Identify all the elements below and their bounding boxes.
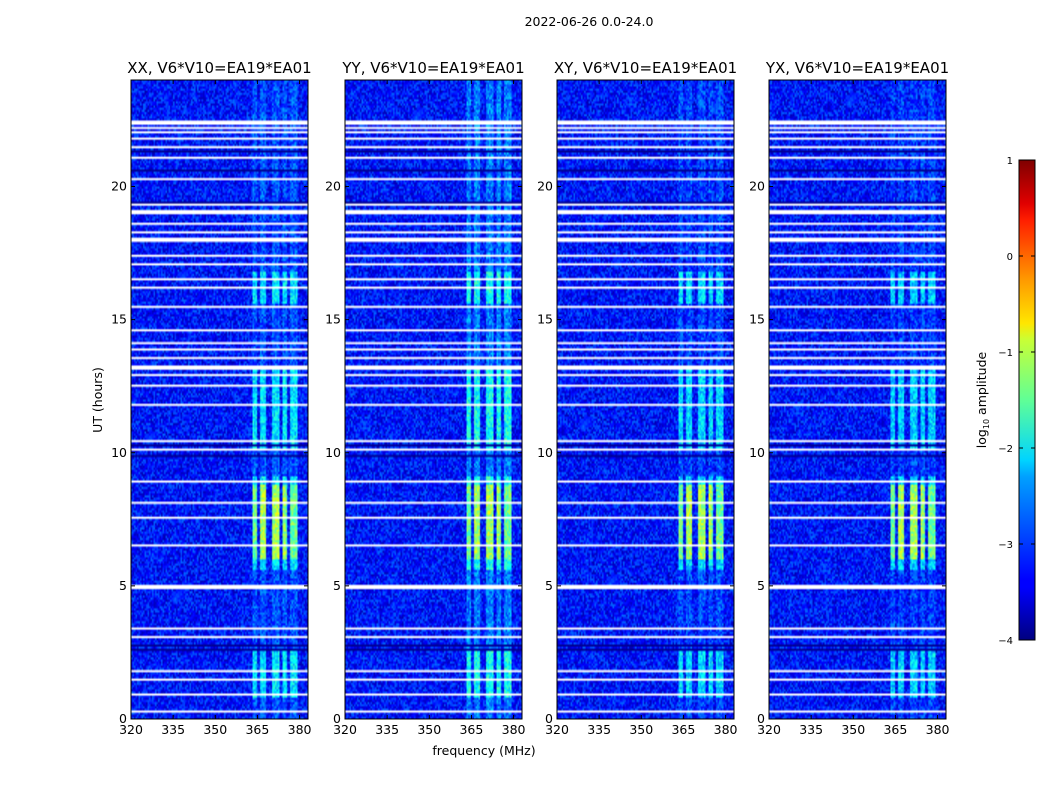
colorbar-label-log: log	[974, 429, 989, 448]
dynamic-spectrum-image	[769, 80, 946, 719]
y-tick-label: 20	[749, 179, 765, 194]
x-tick-label: 380	[714, 722, 738, 737]
panel-title: YX, V6*V10=EA19*EA01	[765, 59, 949, 77]
panel-title: XX, V6*V10=EA19*EA01	[127, 59, 311, 77]
colorbar: −4 −3 −2 −1 0 1 log10 amplitude	[974, 156, 1036, 647]
y-tick-label: 5	[545, 578, 553, 593]
y-tick-label: 10	[749, 445, 765, 460]
panels-group: XX, V6*V10=EA19*EA01 320 335 350 365 380 0 5 10 1…	[111, 59, 949, 737]
colorbar-tick-label: −1	[998, 348, 1013, 359]
colorbar-tick-label: −4	[998, 636, 1013, 647]
x-tick-label: 380	[502, 722, 526, 737]
x-axis-label: frequency (MHz)	[432, 743, 535, 758]
colorbar-tick-label: −3	[998, 540, 1013, 551]
y-tick-label: 15	[749, 312, 765, 327]
y-tick-label: 20	[325, 179, 341, 194]
x-tick-label: 365	[245, 722, 269, 737]
panel-frame	[344, 79, 523, 720]
panel-2: YY, V6*V10=EA19*EA01 320 335 350 365 380 0 5 10 1…	[325, 59, 525, 737]
y-axis-label: UT (hours)	[90, 367, 105, 433]
y-tick-label: 20	[537, 179, 553, 194]
y-tick-label: 0	[545, 711, 553, 726]
x-tick-label: 350	[417, 722, 441, 737]
y-tick-label: 10	[111, 445, 127, 460]
x-tick-label: 365	[459, 722, 483, 737]
x-tick-label: 365	[883, 722, 907, 737]
panel-title: YY, V6*V10=EA19*EA01	[341, 59, 524, 77]
x-tick-label: 320	[545, 722, 569, 737]
x-tick-label: 335	[161, 722, 185, 737]
x-tick-label: 335	[587, 722, 611, 737]
figure-suptitle: 2022-06-26 0.0-24.0	[525, 14, 654, 29]
colorbar-label-rest: amplitude	[974, 351, 989, 418]
x-tick-label: 350	[203, 722, 227, 737]
x-tick-label: 365	[671, 722, 695, 737]
x-tick-label: 320	[757, 722, 781, 737]
y-tick-label: 10	[537, 445, 553, 460]
x-tick-label: 350	[629, 722, 653, 737]
dynamic-spectrum-image	[131, 80, 308, 719]
colorbar-label-sub: 10	[982, 419, 991, 429]
y-tick-label: 5	[119, 578, 127, 593]
y-tick-label: 0	[119, 711, 127, 726]
colorbar-tick-label: 0	[1007, 252, 1013, 263]
x-tick-label: 380	[288, 722, 312, 737]
y-tick-label: 0	[757, 711, 765, 726]
panel-frame	[130, 79, 309, 720]
dynamic-spectrum-image	[345, 80, 522, 719]
x-tick-label: 335	[799, 722, 823, 737]
panel-frame	[556, 79, 735, 720]
x-tick-label: 350	[841, 722, 865, 737]
y-tick-label: 5	[757, 578, 765, 593]
y-tick-label: 0	[333, 711, 341, 726]
colorbar-label: log10 amplitude	[974, 351, 991, 448]
y-tick-label: 20	[111, 179, 127, 194]
panel-4: YX, V6*V10=EA19*EA01 320 335 350 365 380 0 5 10 1…	[749, 59, 949, 737]
y-tick-label: 15	[111, 312, 127, 327]
y-tick-label: 15	[325, 312, 341, 327]
panel-1: XX, V6*V10=EA19*EA01 320 335 350 365 380 0 5 10 1…	[111, 59, 312, 737]
y-tick-label: 10	[325, 445, 341, 460]
panel-3: XY, V6*V10=EA19*EA01 320 335 350 365 380 0 5 10 1…	[537, 59, 737, 737]
colorbar-ticks: −4 −3 −2 −1 0 1	[998, 156, 1035, 647]
colorbar-gradient	[1018, 159, 1036, 641]
panel-frame	[768, 79, 947, 720]
y-tick-label: 15	[537, 312, 553, 327]
colorbar-tick-label: 1	[1007, 156, 1013, 167]
dynamic-spectrum-image	[557, 80, 734, 719]
colorbar-tick-label: −2	[998, 444, 1013, 455]
x-tick-label: 320	[119, 722, 143, 737]
x-tick-label: 320	[333, 722, 357, 737]
x-tick-label: 335	[375, 722, 399, 737]
y-tick-label: 5	[333, 578, 341, 593]
panel-title: XY, V6*V10=EA19*EA01	[554, 59, 737, 77]
x-tick-label: 380	[926, 722, 950, 737]
